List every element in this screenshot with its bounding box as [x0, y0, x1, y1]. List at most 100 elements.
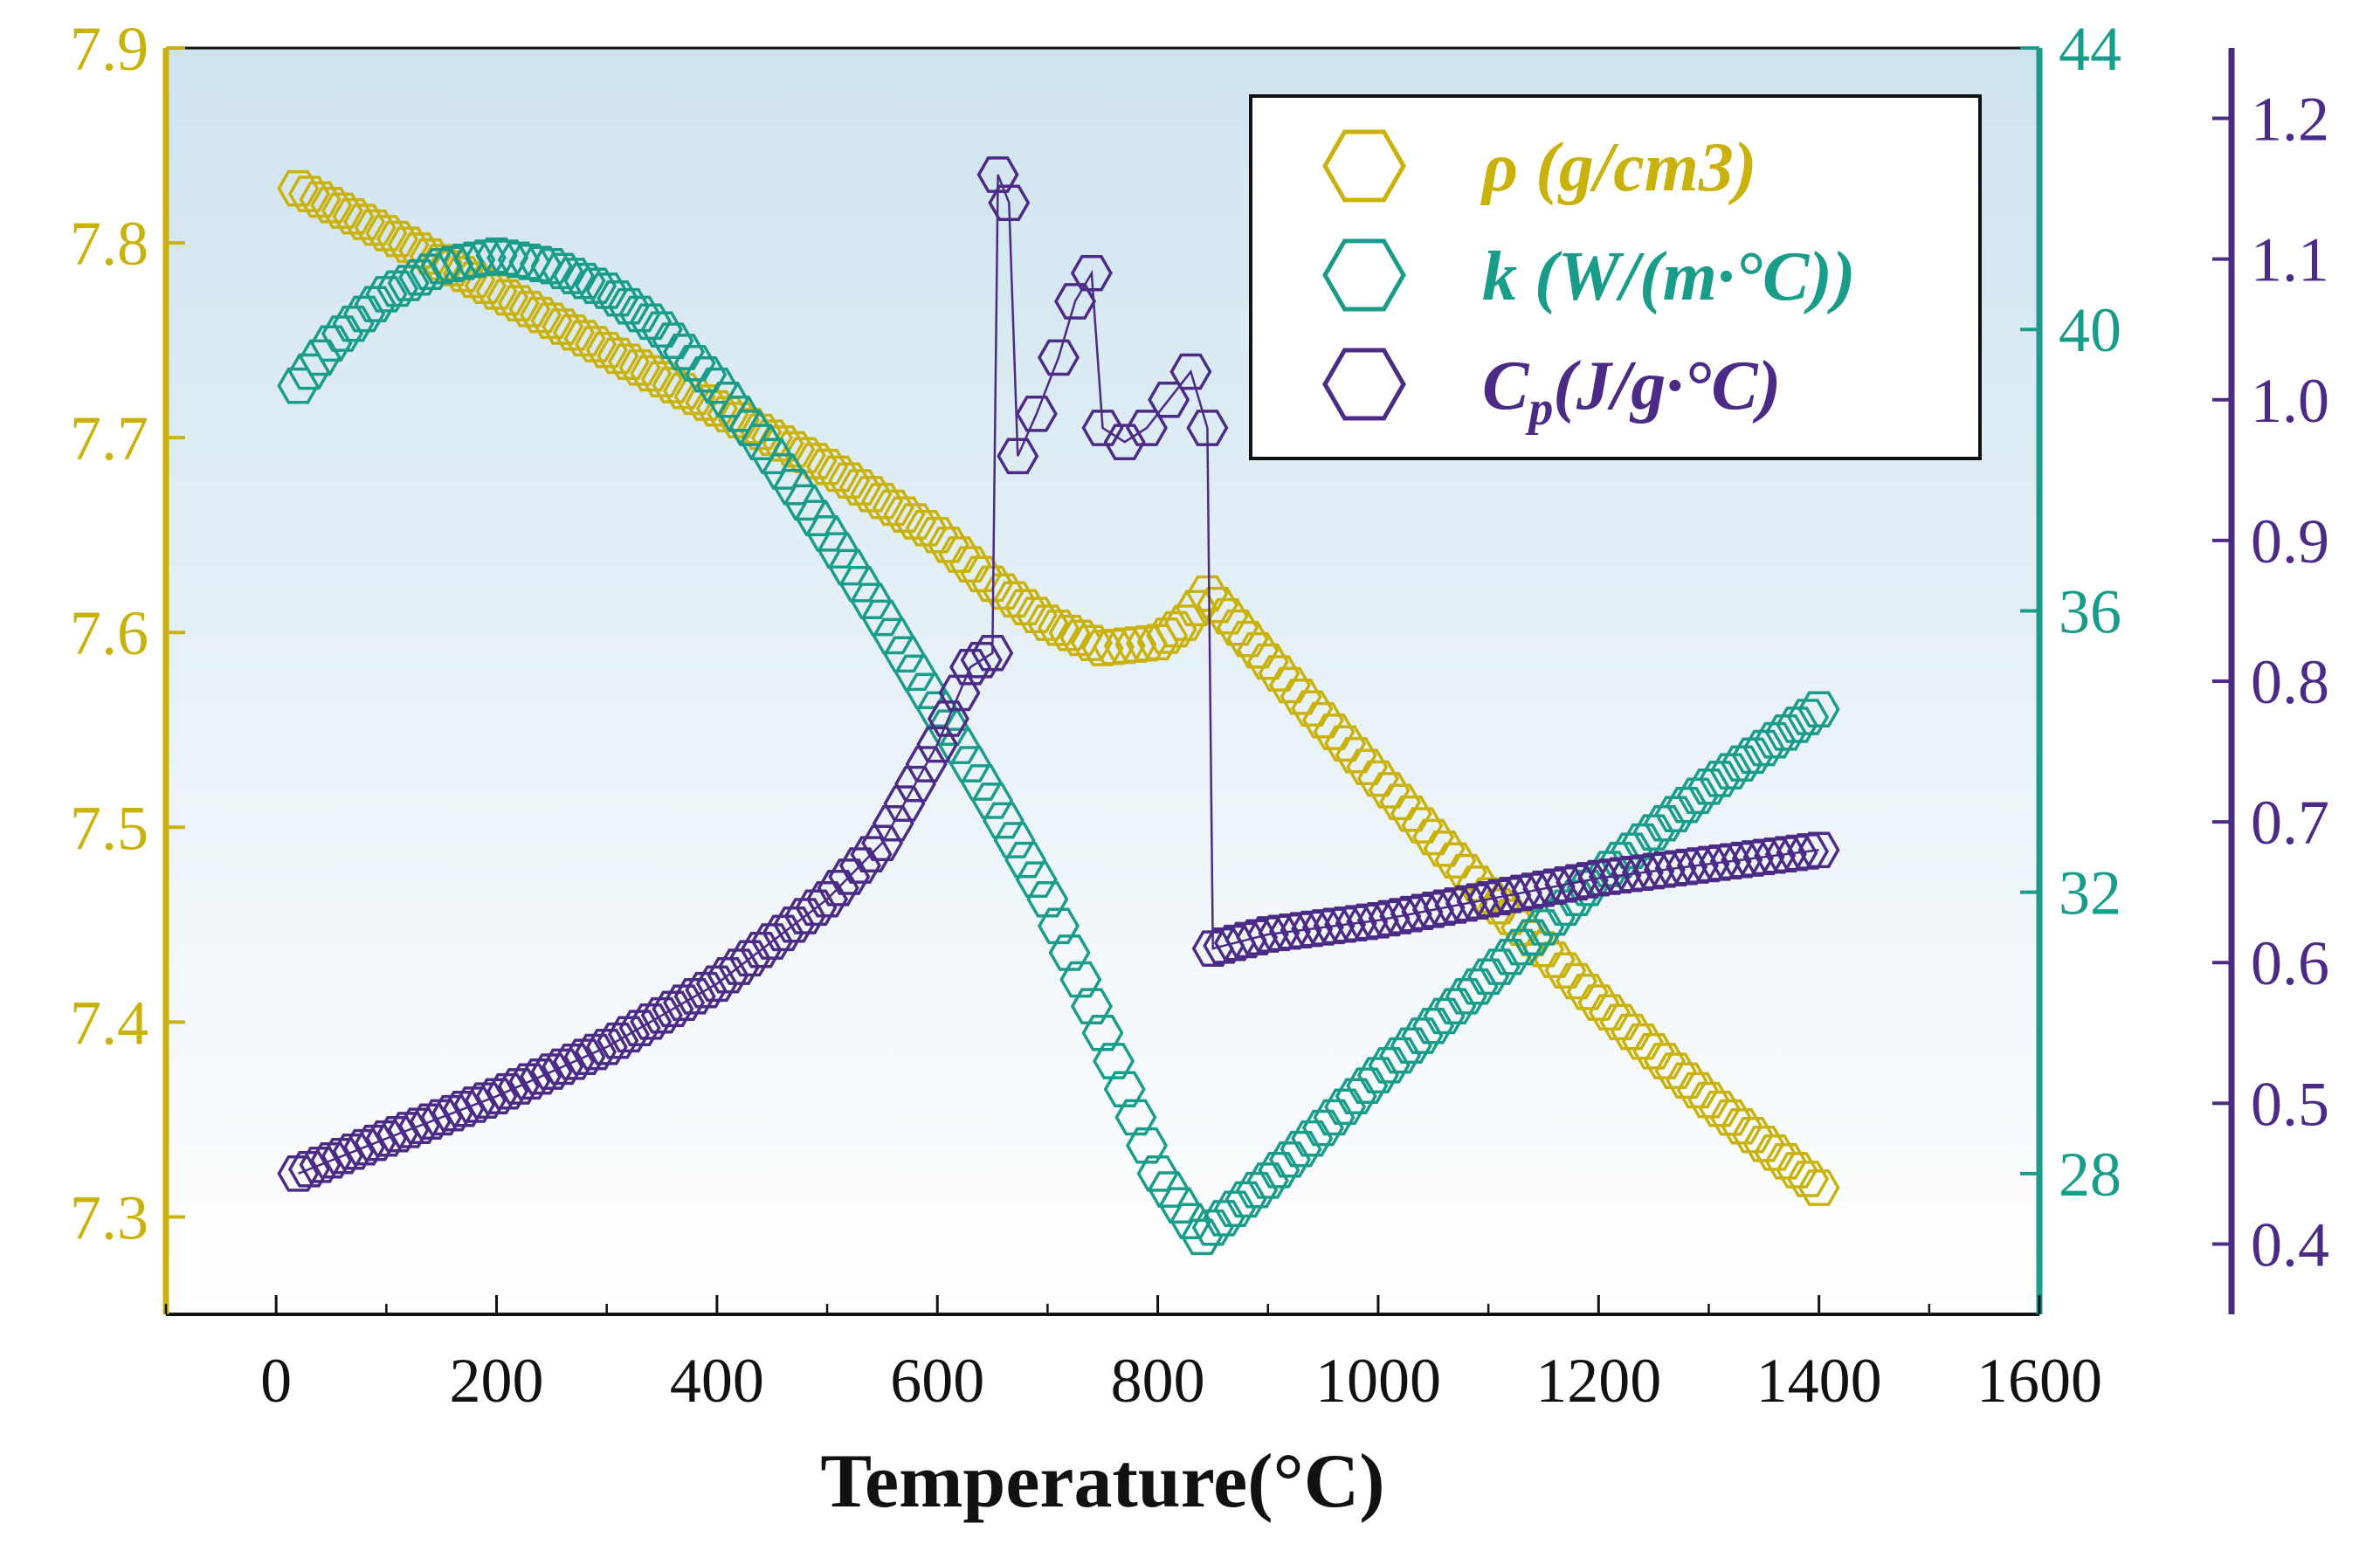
k-point	[630, 303, 673, 341]
cp-tick-label: 0.9	[2251, 507, 2329, 576]
rho-point	[971, 565, 1014, 603]
cp-point	[497, 1068, 540, 1105]
k-point	[1313, 1099, 1356, 1136]
cp-point	[728, 940, 771, 977]
k-point	[1015, 861, 1058, 898]
rho-point	[1411, 818, 1455, 856]
k-point	[1004, 841, 1047, 879]
k-point	[1687, 769, 1730, 805]
cp-tick-label: 0.4	[2251, 1210, 2329, 1279]
cp-point	[310, 1141, 353, 1179]
k-point	[607, 287, 650, 325]
rho-point	[343, 203, 386, 240]
k-point	[1611, 832, 1653, 869]
cp-point	[508, 1063, 551, 1100]
k-series	[277, 237, 1840, 1256]
rho-point	[1588, 994, 1631, 1031]
k-point	[464, 239, 507, 276]
cp-point	[795, 889, 838, 927]
rho-point	[1015, 596, 1058, 633]
cp-point	[575, 1033, 617, 1071]
rho-point	[1776, 1152, 1818, 1189]
rho-point	[982, 573, 1024, 610]
k-point	[530, 247, 573, 285]
k-point	[993, 822, 1036, 858]
k-point	[982, 802, 1024, 839]
k-point	[893, 654, 937, 692]
cp-point	[376, 1115, 419, 1153]
legend-marker-cp	[1322, 348, 1406, 421]
cp-point	[409, 1103, 452, 1141]
k-point	[1213, 1190, 1256, 1227]
rho-point	[1654, 1052, 1697, 1089]
k-point	[365, 276, 408, 313]
rho-point	[718, 402, 761, 438]
rho-point	[1478, 887, 1521, 925]
cp-point	[486, 1072, 529, 1110]
rho-point	[618, 349, 661, 386]
cp-series	[277, 156, 1840, 1192]
legend-label-cp-main: C	[1482, 348, 1530, 424]
k-point	[1356, 1057, 1399, 1093]
k-point	[618, 295, 661, 333]
k-point	[1511, 919, 1554, 956]
rho-point	[287, 176, 331, 212]
k-point	[343, 295, 386, 333]
rho-point	[1324, 725, 1367, 762]
k-point	[398, 258, 441, 296]
k-point	[1103, 1071, 1146, 1108]
k-point	[1754, 721, 1797, 759]
k-point	[1445, 978, 1487, 1015]
cp-point	[673, 978, 716, 1015]
cp-point	[997, 438, 1039, 475]
k-point	[1191, 1209, 1234, 1246]
rho-point	[927, 527, 969, 563]
k-point	[542, 252, 584, 290]
x-tick-label: 1000	[1315, 1346, 1441, 1416]
rho-point	[662, 372, 706, 410]
rho-point	[1599, 1003, 1642, 1041]
k-point	[575, 267, 617, 305]
k-point	[1136, 1155, 1179, 1192]
cp-tick-label: 0.5	[2251, 1069, 2329, 1139]
k-point	[1081, 1014, 1124, 1051]
cp-point	[398, 1107, 441, 1144]
rho-point	[1313, 713, 1356, 750]
x-axis-title: Temperature(°C)	[820, 1439, 1384, 1524]
rho-point	[1643, 1043, 1687, 1079]
cp-point	[321, 1137, 363, 1175]
rho-point	[519, 296, 562, 334]
cp-point	[988, 184, 1031, 222]
k-point	[1709, 753, 1752, 789]
rho-point	[828, 462, 871, 500]
cp-point	[872, 804, 914, 842]
rho-point	[1401, 807, 1444, 844]
rho-point	[1687, 1081, 1730, 1119]
k-point	[1776, 707, 1818, 743]
cp-point	[1186, 410, 1229, 446]
cp-point	[773, 906, 816, 943]
rho-point	[1037, 610, 1080, 646]
cp-point	[938, 674, 981, 712]
k-point	[1456, 968, 1499, 1005]
rho-point	[607, 343, 650, 380]
rho-point	[1676, 1072, 1719, 1109]
rho-point	[1155, 610, 1197, 648]
rho-point	[762, 425, 804, 462]
k-point	[1500, 928, 1543, 966]
x-tick-label: 200	[450, 1346, 544, 1416]
rho-point	[872, 489, 914, 527]
rho-point	[1709, 1099, 1752, 1136]
rho-point	[905, 510, 948, 547]
rho-point	[861, 482, 904, 520]
cp-point	[1169, 353, 1212, 390]
legend-marker-rho	[1322, 129, 1406, 203]
cp-tick-label: 0.8	[2251, 647, 2329, 717]
k-point	[1203, 1200, 1245, 1237]
rho-point	[354, 209, 397, 246]
k-point	[1246, 1162, 1289, 1199]
k-point	[1368, 1047, 1411, 1084]
k-point	[1411, 1007, 1455, 1044]
rho-tick-label: 7.5	[70, 793, 148, 863]
